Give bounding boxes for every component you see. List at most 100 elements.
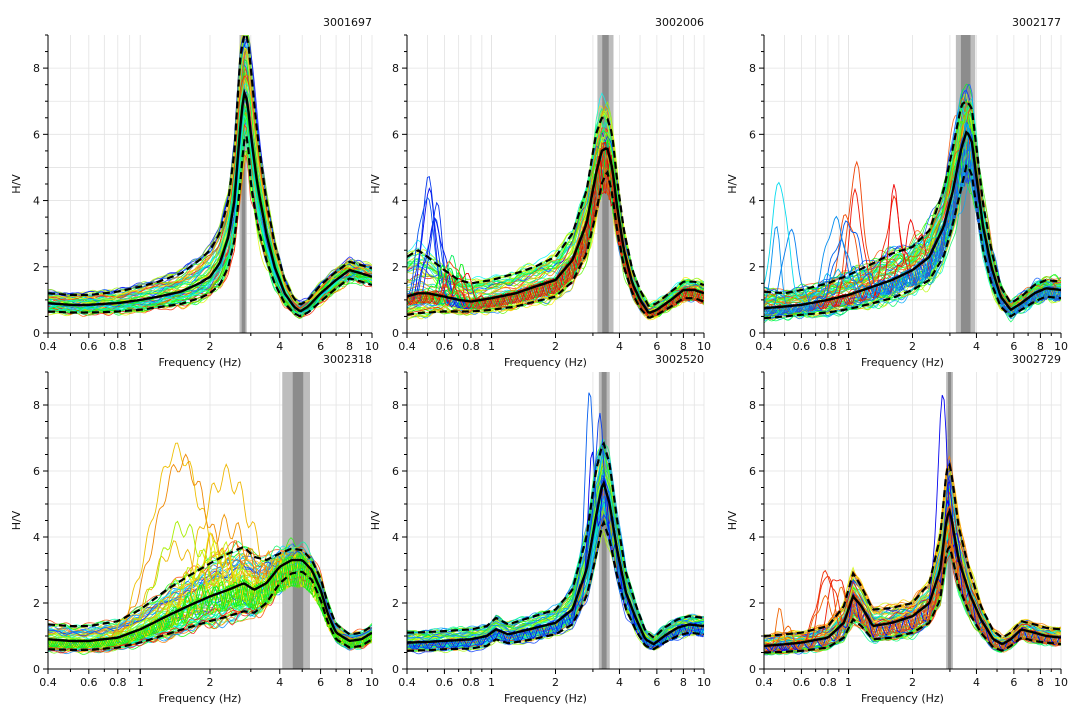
- x-tick-label: 0.6: [436, 340, 454, 353]
- peak-band-core: [241, 35, 246, 333]
- mean-curve: [764, 507, 1061, 648]
- x-tick-label: 0.6: [80, 676, 98, 689]
- x-tick-label: 6: [317, 676, 324, 689]
- x-tick-label: 2: [909, 676, 916, 689]
- x-tick-label: 4: [616, 340, 623, 353]
- x-tick-label: 0.4: [755, 340, 773, 353]
- x-tick-label: 0.8: [109, 676, 127, 689]
- y-tick-label: 4: [749, 195, 756, 208]
- std-upper-curve: [48, 35, 372, 306]
- window-curve: [407, 477, 704, 643]
- mean-curve: [764, 130, 1061, 312]
- y-tick-label: 4: [749, 531, 756, 544]
- window-curve: [48, 47, 372, 305]
- y-tick-label: 4: [392, 195, 399, 208]
- y-tick-label: 2: [749, 261, 756, 274]
- y-axis-title: H/V: [10, 510, 23, 530]
- mean-curve: [48, 88, 372, 313]
- peak-band-core: [292, 372, 304, 669]
- hv-panel-3002729: 0 2 4 6 8 0.4 0.6 0.8 1 2 4 6 8 10 Frequency (Hz) H/V 30…: [726, 353, 1068, 705]
- y-tick-label: 8: [392, 62, 399, 75]
- x-tick-label: 10: [697, 340, 711, 353]
- x-tick-label: 6: [317, 340, 324, 353]
- window-curve: [407, 464, 704, 642]
- x-axis-title: Frequency (Hz): [504, 356, 587, 369]
- x-tick-label: 8: [346, 676, 353, 689]
- x-tick-label: 0.8: [109, 340, 127, 353]
- y-tick-label: 2: [33, 597, 40, 610]
- y-tick-label: 0: [33, 327, 40, 340]
- x-tick-label: 2: [207, 340, 214, 353]
- x-tick-label: 2: [552, 340, 559, 353]
- station-label: 3001697: [323, 16, 372, 29]
- x-tick-label: 10: [1054, 340, 1068, 353]
- x-tick-label: 1: [488, 676, 495, 689]
- hv-panel-3002318: 0 2 4 6 8 0.4 0.6 0.8 1 2 4 6 8 10 Frequency (Hz) H/V 30…: [10, 353, 379, 705]
- x-tick-label: 8: [680, 676, 687, 689]
- x-tick-label: 1: [845, 340, 852, 353]
- x-tick-label: 0.6: [80, 340, 98, 353]
- x-tick-label: 0.6: [793, 340, 811, 353]
- window-curve-outlier: [764, 531, 1061, 652]
- window-curve: [764, 105, 1061, 305]
- x-tick-label: 0.6: [436, 676, 454, 689]
- std-lower-curve: [764, 164, 1061, 320]
- std-upper-curve: [764, 100, 1061, 305]
- mean-curve: [48, 558, 372, 643]
- x-tick-label: 0.4: [39, 676, 57, 689]
- x-tick-label: 8: [346, 340, 353, 353]
- station-label: 3002177: [1012, 16, 1061, 29]
- y-axis-title: H/V: [369, 174, 382, 194]
- std-upper-curve: [407, 441, 704, 639]
- x-tick-label: 10: [365, 340, 379, 353]
- y-tick-label: 6: [749, 128, 756, 141]
- x-tick-label: 1: [845, 676, 852, 689]
- x-tick-label: 0.4: [398, 340, 416, 353]
- y-tick-label: 6: [749, 465, 756, 478]
- y-axis-title: H/V: [726, 174, 739, 194]
- mean-curve: [407, 479, 704, 646]
- window-curve: [407, 513, 704, 650]
- y-tick-label: 2: [392, 597, 399, 610]
- y-tick-label: 0: [749, 327, 756, 340]
- station-label: 3002318: [323, 353, 372, 366]
- x-axis-title: Frequency (Hz): [159, 692, 242, 705]
- x-axis-title: Frequency (Hz): [504, 692, 587, 705]
- std-lower-curve: [48, 570, 372, 651]
- x-tick-label: 4: [276, 340, 283, 353]
- y-tick-label: 8: [392, 399, 399, 412]
- x-tick-label: 4: [973, 340, 980, 353]
- y-tick-label: 6: [392, 128, 399, 141]
- std-lower-curve: [407, 169, 704, 319]
- x-tick-label: 6: [653, 340, 660, 353]
- window-curve: [764, 108, 1061, 308]
- x-tick-label: 6: [1010, 676, 1017, 689]
- x-tick-label: 8: [680, 340, 687, 353]
- x-axis-title: Frequency (Hz): [159, 356, 242, 369]
- std-upper-curve: [764, 462, 1061, 639]
- x-tick-label: 1: [137, 340, 144, 353]
- y-tick-label: 2: [392, 261, 399, 274]
- y-tick-label: 0: [749, 663, 756, 676]
- y-axis-title: H/V: [369, 510, 382, 530]
- x-tick-label: 4: [973, 676, 980, 689]
- y-tick-label: 8: [33, 399, 40, 412]
- y-tick-label: 0: [392, 663, 399, 676]
- x-tick-label: 8: [1037, 676, 1044, 689]
- x-tick-label: 4: [616, 676, 623, 689]
- hv-panel-3002006: 0 2 4 6 8 0.4 0.6 0.8 1 2 4 6 8 10 Frequency (Hz) H/V 30…: [369, 16, 711, 369]
- y-tick-label: 0: [392, 327, 399, 340]
- x-tick-label: 0.4: [755, 676, 773, 689]
- x-axis-title: Frequency (Hz): [861, 692, 944, 705]
- station-label: 3002729: [1012, 353, 1061, 366]
- mean-curve: [407, 147, 704, 314]
- x-tick-label: 4: [276, 676, 283, 689]
- window-curve: [48, 149, 372, 318]
- hv-panel-3001697: 0 2 4 6 8 0.4 0.6 0.8 1 2 4 6 8 10 Frequency (Hz) H/V 30…: [10, 16, 379, 369]
- y-tick-label: 2: [749, 597, 756, 610]
- window-curve: [48, 115, 372, 315]
- x-axis-title: Frequency (Hz): [861, 356, 944, 369]
- x-tick-label: 10: [365, 676, 379, 689]
- x-tick-label: 10: [697, 676, 711, 689]
